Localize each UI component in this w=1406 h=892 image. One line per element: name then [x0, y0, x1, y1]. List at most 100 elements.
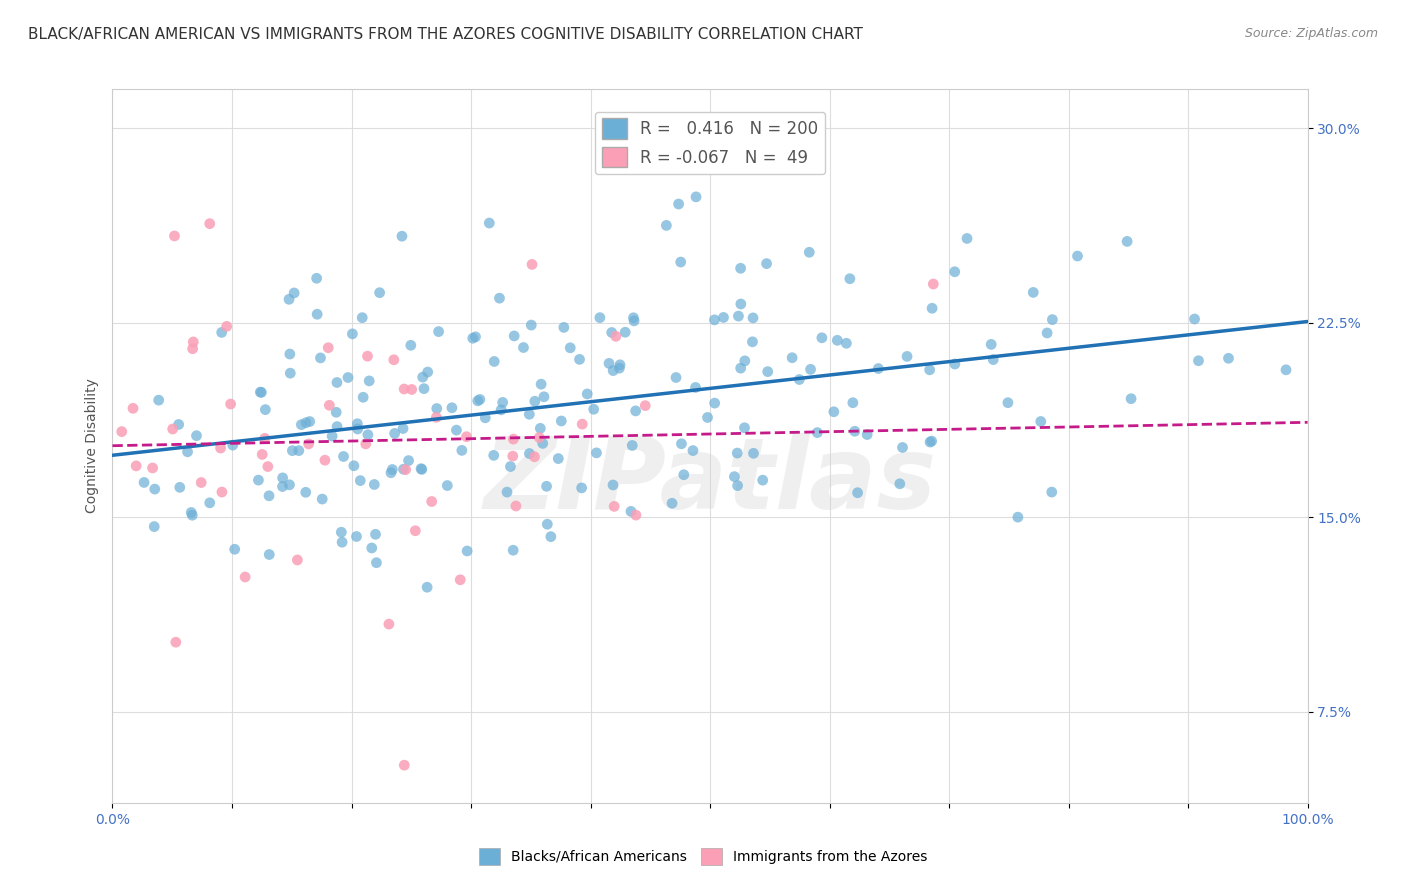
Point	[215, 319, 238, 334]
Point	[363, 477, 385, 491]
Point	[624, 404, 647, 418]
Point	[600, 326, 623, 340]
Point	[271, 471, 294, 485]
Point	[162, 422, 184, 436]
Point	[844, 424, 866, 438]
Point	[143, 519, 166, 533]
Point	[250, 447, 273, 461]
Point	[846, 485, 869, 500]
Point	[309, 351, 332, 365]
Point	[198, 217, 221, 231]
Point	[356, 349, 378, 363]
Point	[352, 310, 374, 325]
Point	[517, 407, 540, 421]
Point	[294, 485, 316, 500]
Point	[461, 331, 484, 345]
Point	[290, 417, 312, 432]
Legend: Blacks/African Americans, Immigrants from the Azores: Blacks/African Americans, Immigrants fro…	[474, 842, 932, 871]
Point	[614, 325, 637, 339]
Point	[468, 392, 491, 407]
Point	[392, 421, 415, 435]
Point	[416, 365, 439, 379]
Text: BLACK/AFRICAN AMERICAN VS IMMIGRANTS FROM THE AZORES COGNITIVE DISABILITY CORREL: BLACK/AFRICAN AMERICAN VS IMMIGRANTS FRO…	[28, 27, 863, 42]
Point	[605, 329, 627, 343]
Point	[411, 462, 433, 476]
Point	[167, 417, 190, 432]
Point	[176, 444, 198, 458]
Point	[1184, 312, 1206, 326]
Point	[685, 190, 707, 204]
Point	[163, 229, 186, 244]
Point	[1218, 351, 1240, 366]
Point	[734, 354, 756, 368]
Point	[621, 438, 644, 452]
Point	[598, 356, 620, 370]
Point	[520, 318, 543, 332]
Point	[420, 494, 443, 508]
Point	[346, 417, 368, 431]
Point	[981, 352, 1004, 367]
Point	[346, 529, 368, 543]
Point	[395, 462, 418, 476]
Point	[730, 361, 752, 376]
Point	[250, 385, 273, 400]
Point	[723, 469, 745, 483]
Point	[1187, 353, 1209, 368]
Point	[889, 476, 911, 491]
Point	[560, 341, 582, 355]
Point	[838, 271, 860, 285]
Point	[401, 383, 423, 397]
Point	[257, 489, 280, 503]
Point	[540, 530, 562, 544]
Point	[713, 310, 735, 325]
Point	[343, 458, 366, 473]
Point	[703, 313, 725, 327]
Point	[169, 480, 191, 494]
Point	[585, 446, 607, 460]
Point	[364, 527, 387, 541]
Point	[730, 297, 752, 311]
Y-axis label: Cognitive Disability: Cognitive Disability	[84, 378, 98, 514]
Point	[806, 425, 828, 440]
Point	[922, 277, 945, 291]
Point	[1036, 326, 1059, 340]
Point	[247, 473, 270, 487]
Point	[311, 491, 333, 506]
Point	[399, 338, 422, 352]
Point	[354, 437, 377, 451]
Point	[342, 326, 364, 341]
Point	[980, 337, 1002, 351]
Point	[224, 542, 246, 557]
Point	[482, 448, 505, 462]
Point	[142, 461, 165, 475]
Point	[298, 415, 321, 429]
Point	[536, 479, 558, 493]
Point	[404, 524, 426, 538]
Point	[896, 350, 918, 364]
Point	[318, 398, 340, 412]
Point	[450, 443, 472, 458]
Legend: R =   0.416   N = 200, R = -0.067   N =  49: R = 0.416 N = 200, R = -0.067 N = 49	[595, 112, 825, 174]
Point	[181, 508, 204, 523]
Point	[505, 499, 527, 513]
Point	[426, 401, 449, 416]
Point	[827, 334, 849, 348]
Point	[623, 310, 645, 325]
Point	[392, 382, 415, 396]
Point	[671, 436, 693, 450]
Point	[571, 481, 593, 495]
Text: ZIPatlas: ZIPatlas	[484, 434, 936, 530]
Point	[125, 458, 148, 473]
Point	[321, 429, 343, 443]
Point	[391, 229, 413, 244]
Point	[943, 357, 966, 371]
Point	[868, 361, 890, 376]
Point	[571, 417, 593, 431]
Point	[755, 257, 778, 271]
Point	[484, 354, 506, 368]
Point	[725, 446, 748, 460]
Point	[499, 459, 522, 474]
Point	[789, 372, 811, 386]
Point	[259, 548, 281, 562]
Point	[672, 467, 695, 482]
